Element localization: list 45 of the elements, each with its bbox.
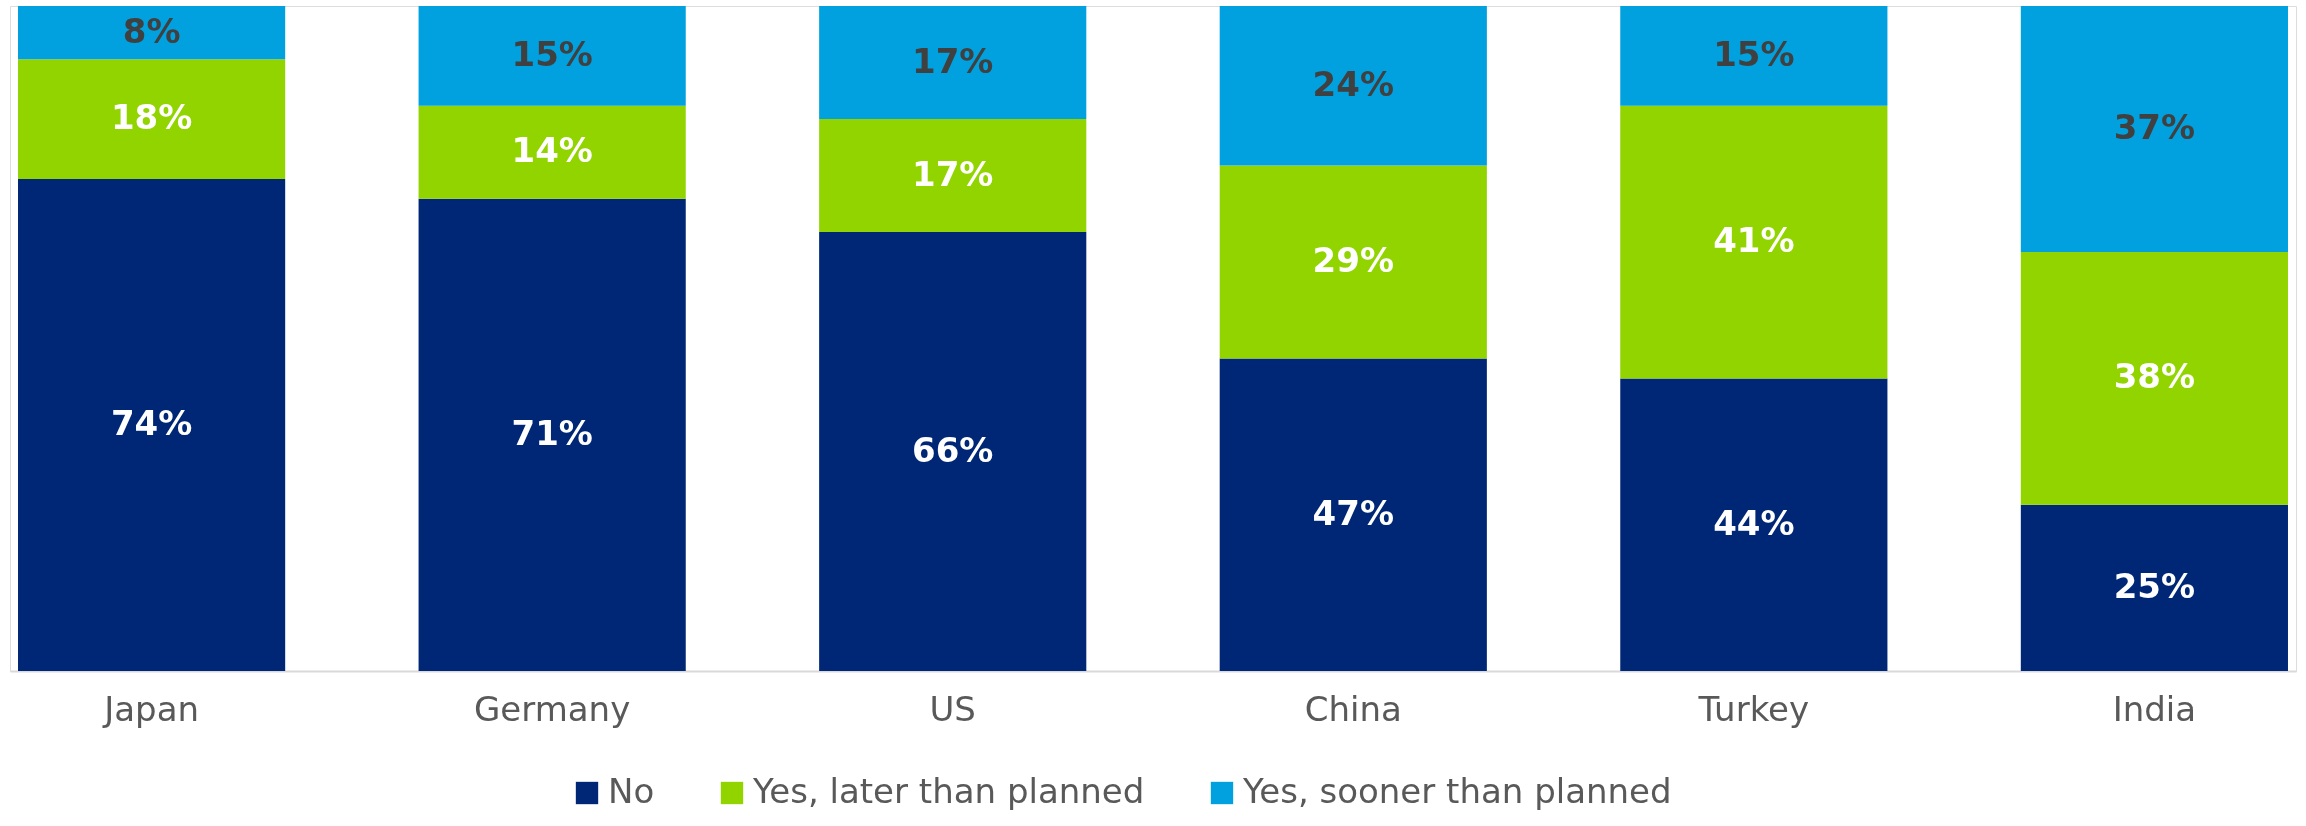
x-tick-label: US — [929, 688, 976, 729]
data-label: 29% — [1312, 240, 1394, 281]
bar — [1219, 165, 1487, 359]
bar — [18, 178, 286, 671]
data-label: 71% — [511, 412, 593, 453]
data-label: 15% — [511, 33, 593, 74]
bar — [2020, 6, 2288, 253]
data-label: 17% — [912, 153, 994, 194]
data-label: 8% — [122, 10, 181, 51]
bar — [1620, 378, 1888, 671]
data-label: 41% — [1713, 220, 1795, 261]
data-label: 24% — [1312, 63, 1394, 104]
bar — [819, 119, 1087, 233]
bar — [1219, 358, 1487, 671]
x-tick-label: India — [2112, 688, 2197, 729]
x-tick-label: China — [1304, 688, 1402, 729]
x-tick-label: Turkey — [1697, 688, 1810, 729]
data-label: 38% — [2113, 356, 2196, 397]
data-label: 15% — [1713, 33, 1795, 74]
bar — [18, 6, 286, 60]
data-label: 47% — [1312, 492, 1394, 533]
bar — [1620, 105, 1888, 379]
bar — [2020, 504, 2288, 671]
data-label: 66% — [912, 429, 994, 470]
bar — [418, 6, 686, 106]
data-label: 37% — [2113, 107, 2196, 148]
data-label: 14% — [511, 130, 593, 171]
legend-label: Yes, later than planned — [752, 771, 1145, 811]
bar — [1620, 6, 1888, 106]
bar — [18, 59, 286, 179]
data-label: 18% — [110, 97, 193, 138]
legend-label: No — [608, 771, 655, 811]
data-label: 44% — [1713, 502, 1795, 543]
data-label: 74% — [110, 402, 193, 443]
bar — [819, 6, 1087, 120]
bar — [1219, 6, 1487, 166]
bar — [418, 105, 686, 199]
bar — [418, 198, 686, 671]
bar — [819, 232, 1087, 671]
legend-label: Yes, sooner than planned — [1242, 771, 1672, 811]
x-tick-label: Japan — [102, 688, 200, 729]
data-label: 25% — [2113, 565, 2196, 606]
x-tick-label: Germany — [474, 688, 631, 729]
data-label: 17% — [912, 40, 994, 81]
bar — [2020, 252, 2288, 505]
